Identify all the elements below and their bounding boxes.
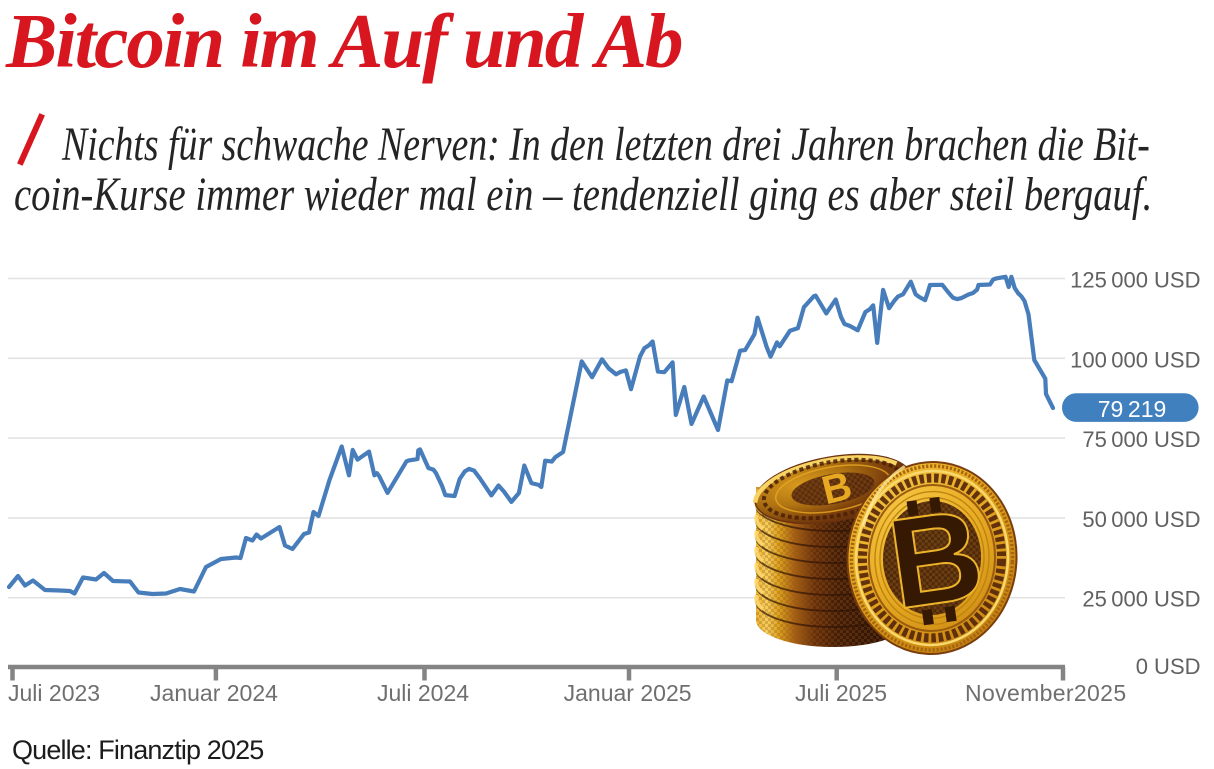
svg-text:100 000 USD: 100 000 USD bbox=[1070, 347, 1200, 372]
svg-text:79 219: 79 219 bbox=[1098, 396, 1167, 422]
svg-text:Januar 2025: Januar 2025 bbox=[564, 680, 692, 706]
svg-text:November2025: November2025 bbox=[965, 680, 1126, 706]
svg-text:Juli 2024: Juli 2024 bbox=[377, 680, 469, 706]
svg-text:Juli 2023: Juli 2023 bbox=[8, 680, 100, 706]
svg-text:0 USD: 0 USD bbox=[1136, 654, 1201, 679]
svg-text:75 000 USD: 75 000 USD bbox=[1082, 427, 1200, 452]
svg-text:Juli 2025: Juli 2025 bbox=[795, 680, 887, 706]
svg-text:25 000 USD: 25 000 USD bbox=[1082, 587, 1200, 612]
svg-text:Januar 2024: Januar 2024 bbox=[150, 680, 278, 706]
svg-text:50 000 USD: 50 000 USD bbox=[1082, 507, 1200, 532]
svg-text:125 000 USD: 125 000 USD bbox=[1070, 268, 1200, 293]
